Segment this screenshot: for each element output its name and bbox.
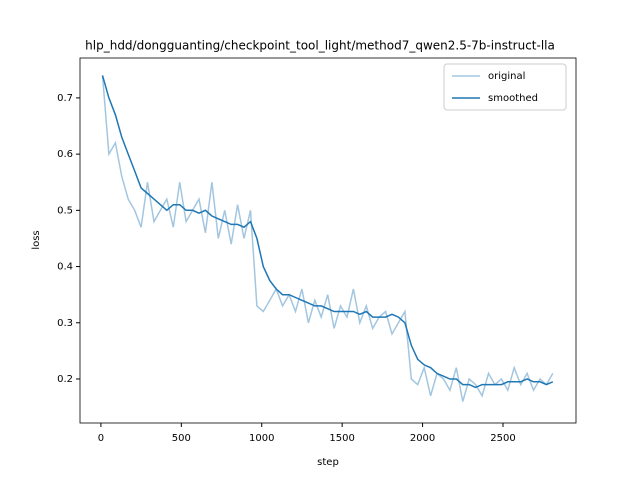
y-tick-label: 0.4: [57, 262, 73, 273]
x-tick-label: 1500: [329, 433, 354, 444]
y-axis-label: loss: [31, 230, 42, 249]
legend-label: smoothed: [488, 93, 538, 104]
series-line: [101, 75, 554, 389]
plot-frame: [79, 57, 577, 424]
x-tick-label: 0: [98, 433, 104, 444]
x-tick-label: 2000: [410, 433, 435, 444]
legend-label: original: [488, 71, 525, 82]
x-tick-label: 1000: [249, 433, 274, 444]
y-tick-label: 0.5: [57, 205, 73, 216]
y-tick-label: 0.6: [57, 149, 73, 160]
y-tick-label: 0.2: [57, 374, 73, 385]
x-tick-label: 2500: [490, 433, 515, 444]
y-tick-label: 0.7: [57, 93, 73, 104]
x-axis-label: step: [317, 457, 339, 468]
series-line: [101, 75, 554, 402]
y-tick-label: 0.3: [57, 318, 73, 329]
x-tick-label: 500: [172, 433, 191, 444]
chart-title: hlp_hdd/dongguanting/checkpoint_tool_lig…: [85, 39, 555, 53]
